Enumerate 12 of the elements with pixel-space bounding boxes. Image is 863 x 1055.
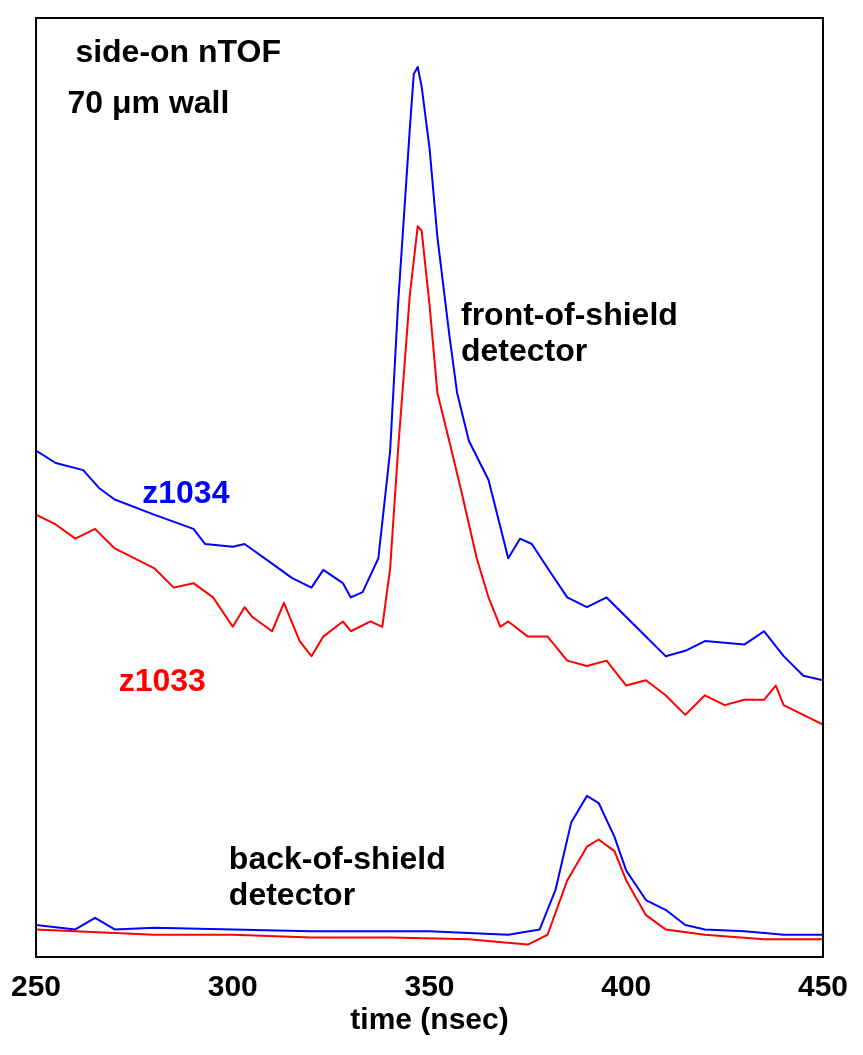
x-tick-label: 400 [601,969,652,1003]
series-label: z1033 [118,661,206,698]
x-tick-label: 250 [11,969,62,1003]
series-label: z1034 [142,473,230,510]
annotation: front-of-shield detector [460,295,678,368]
annotation: 70 μm wall [67,84,230,121]
x-tick-label: 300 [207,969,258,1003]
x-axis-title: time (nsec) [350,1002,509,1036]
x-tick-label: 450 [797,969,849,1003]
annotation: side-on nTOF [75,32,281,69]
x-tick-label: 350 [404,969,455,1003]
annotation: back-of-shield detector [228,840,446,913]
